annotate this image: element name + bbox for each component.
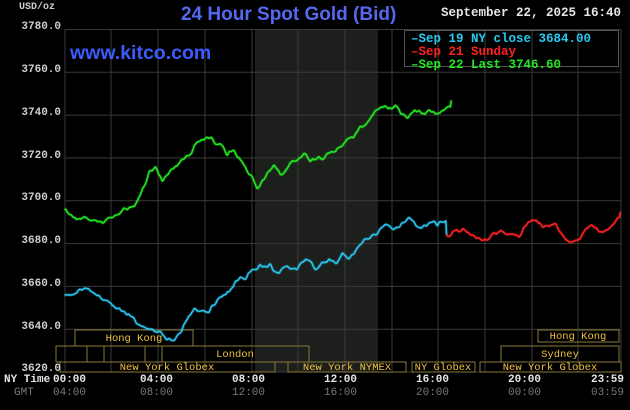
svg-text:New York NYMEX: New York NYMEX: [303, 362, 392, 374]
svg-text:London: London: [216, 349, 254, 361]
svg-text:Hong Kong: Hong Kong: [106, 333, 163, 345]
svg-text:Sydney: Sydney: [541, 349, 579, 361]
svg-text:NY Globex: NY Globex: [415, 362, 472, 374]
svg-text:New York Globex: New York Globex: [120, 362, 215, 374]
svg-text:New York Globex: New York Globex: [503, 362, 598, 374]
svg-text:Hong Kong: Hong Kong: [550, 331, 607, 343]
